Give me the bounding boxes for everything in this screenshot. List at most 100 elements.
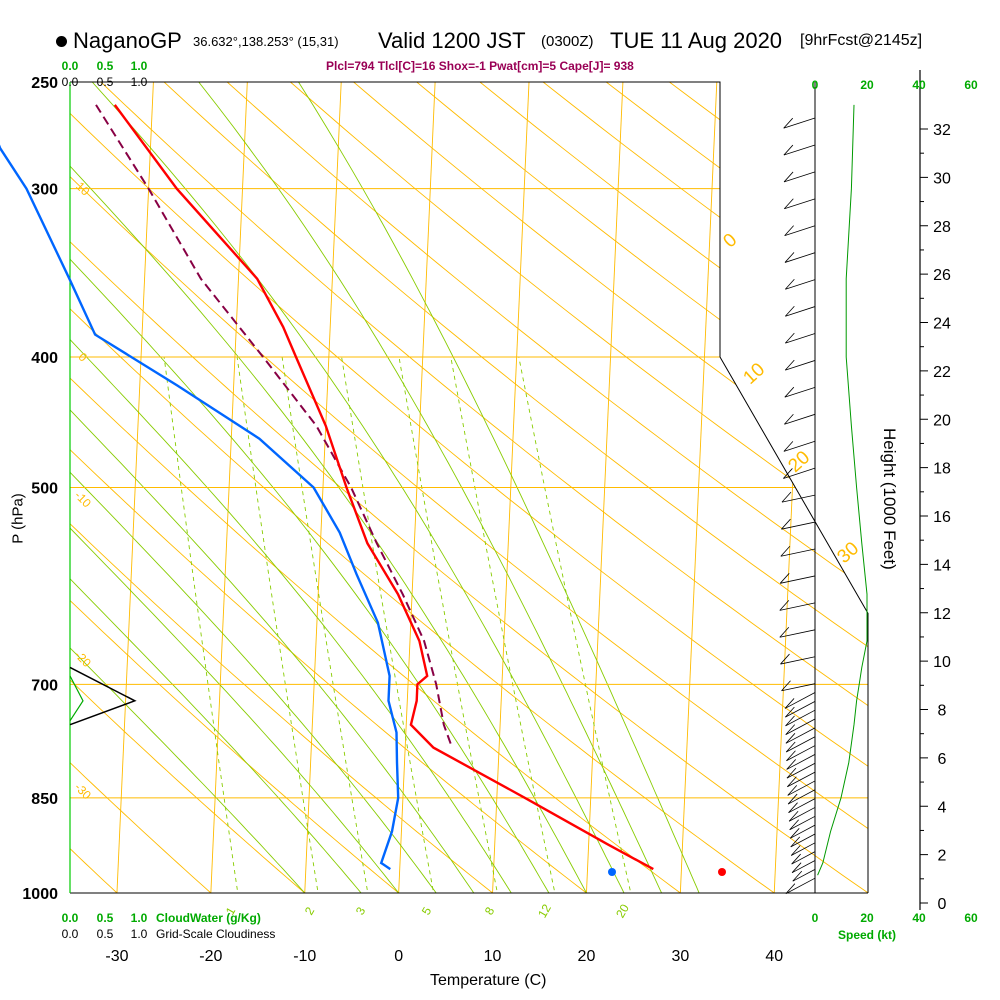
height-tick-label: 2 <box>938 848 947 865</box>
cloudwater-label: CloudWater (g/Kg) <box>156 911 261 925</box>
surface-temperature-marker <box>718 868 726 876</box>
mixing-ratio-label: 20 <box>613 901 632 920</box>
height-tick-label: 20 <box>933 412 951 429</box>
wind-barb <box>785 701 816 718</box>
cloud-scale-bottom-black: 0.5 <box>97 927 114 941</box>
mixing-ratio-line <box>236 356 324 893</box>
height-tick-label: 26 <box>933 267 951 284</box>
isotherm-label: -20 <box>72 648 94 670</box>
wind-barb <box>786 754 816 770</box>
wind-barb <box>783 144 816 156</box>
height-tick-label: 4 <box>938 799 947 816</box>
height-tick-label: 16 <box>933 509 951 526</box>
speed-scale-top: 20 <box>860 78 874 92</box>
cloudwater-profile <box>69 675 84 722</box>
wind-barb <box>781 491 816 503</box>
mixing-ratio-label: 2 <box>302 904 318 917</box>
mixing-ratio-label: 5 <box>419 904 435 917</box>
moist-adiabat-line <box>70 82 587 893</box>
dry-adiabat-label: 0 <box>719 230 741 253</box>
pressure-tick-label: 850 <box>31 791 58 808</box>
header: NaganoGP 36.632°,138.253° (15,31) Valid … <box>0 28 1000 58</box>
dry-adiabat-line <box>70 82 868 893</box>
dry-adiabat-line <box>70 82 339 893</box>
x-tick-label: 20 <box>578 948 596 965</box>
speed-scale-bottom: 0 <box>812 911 819 925</box>
forecast-info: [9hrFcst@2145z] <box>800 32 923 49</box>
dry-adiabat-line <box>512 82 868 893</box>
wind-barb <box>790 842 816 856</box>
cloud-scale-bottom-black: 0.0 <box>62 927 79 941</box>
dry-adiabat-line <box>387 82 868 893</box>
plot-area <box>70 82 868 893</box>
speed-profile <box>817 104 868 876</box>
cloudiness-profile <box>69 666 137 726</box>
mixing-ratio-line <box>518 356 638 893</box>
wind-barb <box>781 680 816 692</box>
dry-adiabat-line <box>70 82 244 893</box>
mixing-ratio-line <box>398 356 504 893</box>
dewpoint-line <box>0 144 400 871</box>
wind-barb <box>779 573 816 584</box>
dry-adiabat-line <box>263 82 868 893</box>
moist-adiabat-line <box>198 82 663 893</box>
wind-barb <box>785 305 816 317</box>
wind-barb <box>792 868 816 882</box>
dry-adiabat-line <box>70 82 868 893</box>
speed-scale-top: 0 <box>812 78 819 92</box>
wind-barb <box>787 789 816 805</box>
x-tick-label: 10 <box>484 948 502 965</box>
moist-adiabat-line <box>70 82 512 893</box>
wind-barb <box>789 815 816 831</box>
dry-adiabat-line <box>70 82 625 893</box>
wind-barb <box>784 692 816 709</box>
height-tick-label: 12 <box>933 606 951 623</box>
speed-scale-top: 60 <box>964 78 978 92</box>
speed-scale-top: 40 <box>912 78 926 92</box>
wind-barb <box>784 359 816 371</box>
wind-barb <box>788 798 816 814</box>
height-tick-label: 30 <box>933 170 951 187</box>
cloud-scale-top-black: 1.0 <box>131 75 148 89</box>
plot-frame <box>70 81 869 893</box>
pressure-tick-label: 700 <box>31 677 58 694</box>
mixing-ratio-label: 3 <box>353 904 369 917</box>
cloud-scale-top-green: 1.0 <box>131 59 148 73</box>
dry-adiabat-line <box>70 82 529 893</box>
dry-adiabat-label: 30 <box>833 538 863 568</box>
wind-barb <box>791 851 816 865</box>
mixing-ratio-label: 8 <box>482 904 498 917</box>
wind-barb <box>791 860 816 874</box>
wind-barb <box>780 653 816 665</box>
height-tick-label: 10 <box>933 654 951 671</box>
wind-barb <box>788 807 816 822</box>
surface-dewpoint-marker <box>608 868 616 876</box>
pressure-tick-label: 1000 <box>22 886 58 903</box>
dry-adiabat-label: 10 <box>739 359 769 389</box>
wind-barb <box>785 736 816 753</box>
station-coords: 36.632°,138.253° (15,31) <box>193 34 339 49</box>
height-tick-label: 14 <box>933 557 951 574</box>
dry-adiabat-line <box>70 82 868 893</box>
wind-barb <box>785 718 816 735</box>
mixing-ratio-line <box>450 356 562 893</box>
dry-adiabat-line <box>70 82 815 893</box>
speed-label: Speed (kt) <box>838 928 897 942</box>
pressure-tick-label: 400 <box>31 350 58 367</box>
wind-barb <box>784 252 816 263</box>
speed-scale-bottom: 20 <box>860 911 874 925</box>
wind-barb <box>783 467 816 479</box>
moist-adiabat-line <box>70 82 475 893</box>
y-axis-label: P (hPa) <box>9 493 27 544</box>
parcel-path-line <box>95 104 454 748</box>
moist-adiabat-line <box>70 82 400 893</box>
utc-time: (0300Z) <box>541 33 594 50</box>
cloud-scale-top-green: 0.0 <box>62 59 79 73</box>
pressure-tick-label: 250 <box>31 75 58 92</box>
x-tick-label: 40 <box>765 948 783 965</box>
cloud-scale-bottom-green: 1.0 <box>131 911 148 925</box>
cloud-scale-bottom-green: 0.5 <box>97 911 114 925</box>
mixing-ratio-label: 12 <box>535 901 554 920</box>
dry-adiabat-line <box>75 82 868 893</box>
wind-barb <box>781 518 816 530</box>
